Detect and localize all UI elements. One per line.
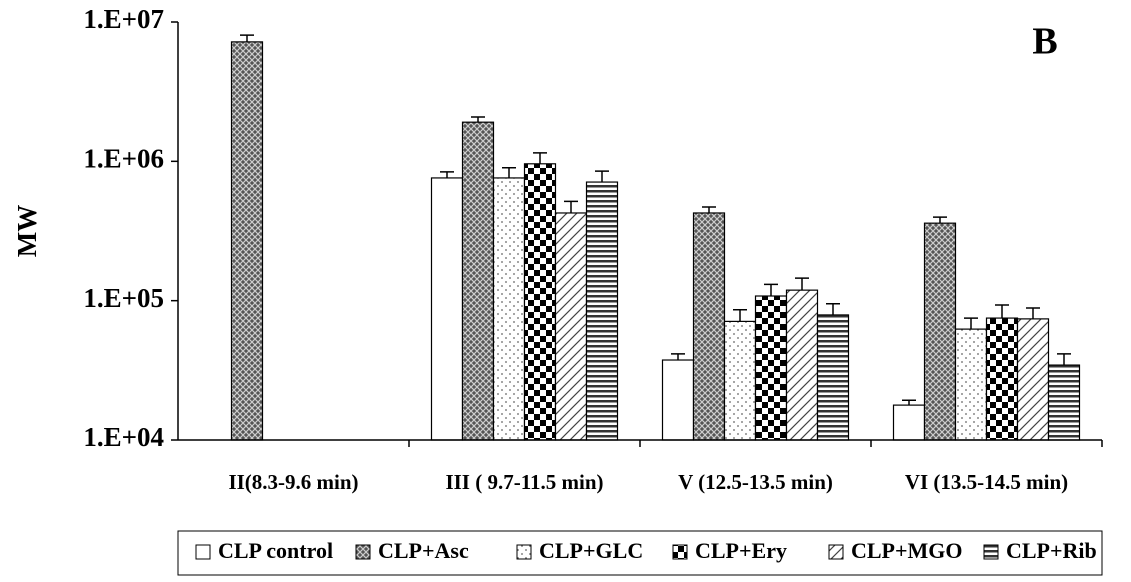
y-tick-label: 1.E+06: [83, 144, 164, 174]
y-tick-label: 1.E+05: [83, 283, 164, 313]
error-bar: [933, 216, 947, 224]
error-bar: [502, 166, 516, 178]
error-bar: [440, 171, 454, 178]
x-tick-label: II(8.3-9.6 min): [228, 470, 358, 494]
bar: [892, 404, 926, 441]
annotation: B: [1032, 21, 1057, 63]
bar: [554, 212, 588, 441]
legend-box: [177, 530, 1103, 576]
bar: [985, 317, 1019, 441]
bar: [523, 163, 557, 441]
error-bar: [533, 152, 547, 164]
error-bar: [702, 206, 716, 213]
error-bar: [964, 317, 978, 330]
bar: [1047, 364, 1081, 441]
legend-swatch: [516, 544, 532, 560]
legend-label: CLP+Asc: [378, 538, 469, 563]
bar: [954, 328, 988, 441]
error-bar: [1026, 307, 1040, 319]
error-bar: [564, 200, 578, 213]
legend-label: CLP control: [218, 538, 333, 563]
bar: [461, 121, 495, 441]
bar: [923, 222, 957, 441]
bar: [723, 320, 757, 441]
bar: [692, 212, 726, 441]
legend-label: CLP+Rib: [1006, 538, 1097, 563]
error-bar: [764, 283, 778, 297]
error-bar: [240, 34, 254, 42]
x-tick-label: V (12.5-13.5 min): [678, 470, 833, 494]
error-bar: [471, 116, 485, 123]
bar: [754, 295, 788, 441]
bar: [492, 177, 526, 441]
x-tick-label: VI (13.5-14.5 min): [905, 470, 1068, 494]
legend-label: CLP+Ery: [695, 538, 787, 563]
y-axis-label: MW: [12, 205, 42, 257]
error-bar: [995, 304, 1009, 319]
error-bar: [595, 170, 609, 183]
legend-swatch: [828, 544, 844, 560]
error-bar: [733, 309, 747, 322]
error-bar: [1057, 353, 1071, 366]
x-tick-label: III ( 9.7-11.5 min): [445, 470, 603, 494]
error-bar: [671, 353, 685, 361]
error-bar: [826, 303, 840, 315]
legend-swatch: [195, 544, 211, 560]
bar: [1016, 318, 1050, 441]
error-bar: [795, 277, 809, 291]
bar: [816, 314, 850, 441]
legend-swatch: [355, 544, 371, 560]
legend-label: CLP+GLC: [539, 538, 643, 563]
bar: [430, 177, 464, 441]
y-tick-label: 1.E+07: [83, 4, 164, 34]
bar: [230, 41, 264, 441]
legend-swatch: [983, 544, 999, 560]
bar: [585, 181, 619, 441]
error-bar: [902, 399, 916, 406]
bar: [785, 289, 819, 441]
y-tick-label: 1.E+04: [83, 422, 164, 452]
legend-swatch: [672, 544, 688, 560]
legend-label: CLP+MGO: [851, 538, 963, 563]
bar: [661, 359, 695, 441]
